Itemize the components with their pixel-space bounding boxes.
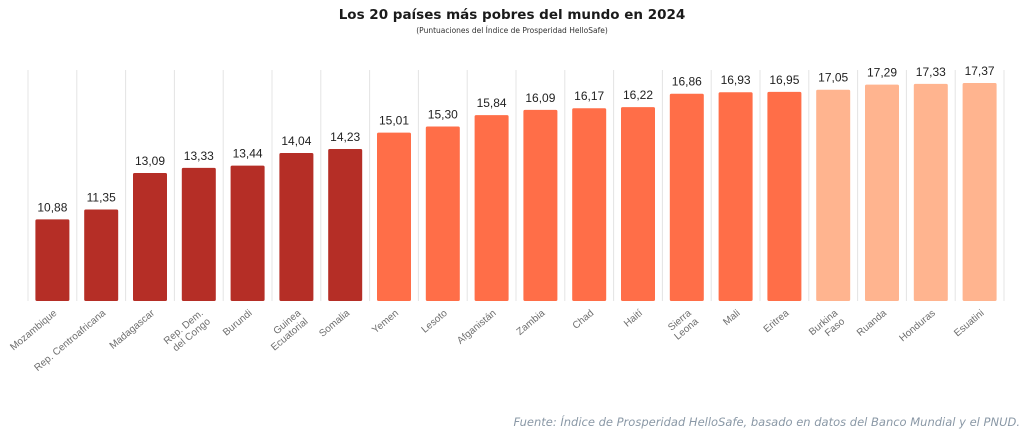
bar [181, 167, 216, 301]
data-label: 15,01 [379, 114, 409, 128]
data-label: 14,23 [330, 130, 360, 144]
category-label: SierraLeona [665, 308, 701, 343]
data-label: 16,86 [672, 75, 702, 89]
category-label: Eritrea [762, 308, 792, 336]
bar [84, 209, 119, 301]
data-label: 10,88 [37, 200, 67, 214]
bar [718, 92, 753, 301]
data-label: 16,22 [623, 88, 653, 102]
bar [816, 89, 851, 301]
data-label: 16,09 [525, 91, 555, 105]
data-label: 14,04 [281, 134, 311, 148]
category-label: Burundi [221, 308, 254, 339]
category-label: Esuatini [952, 308, 986, 339]
data-label: 13,44 [233, 147, 263, 161]
data-label: 17,37 [965, 64, 995, 78]
data-label: 13,09 [135, 154, 165, 168]
data-label: 15,84 [477, 96, 507, 110]
bar [133, 172, 167, 301]
chart-subtitle: (Puntuaciones del Índice de Prosperidad … [416, 26, 608, 35]
chart-title: Los 20 países más pobres del mundo en 20… [338, 7, 686, 23]
category-label: Zambia [515, 308, 548, 338]
bar [913, 83, 948, 302]
data-label: 11,35 [87, 191, 116, 205]
bar [474, 115, 509, 301]
data-label: 17,05 [818, 71, 848, 85]
bar [621, 107, 655, 301]
data-label: 16,17 [574, 89, 604, 103]
data-label: 17,29 [867, 66, 897, 80]
data-label: 17,33 [916, 65, 946, 79]
category-label: Chad [571, 308, 596, 332]
category-label: Honduras [897, 308, 937, 344]
data-label: 15,30 [428, 108, 458, 122]
category-label: Lesoto [420, 308, 450, 336]
bar [767, 91, 802, 301]
category-label: Rep. Dem.del Congo [162, 308, 213, 356]
source-note: Fuente: Índice de Prosperidad HelloSafe,… [513, 415, 1020, 429]
bar [669, 93, 704, 301]
category-label: Haití [622, 308, 645, 330]
category-label: Somalia [317, 308, 352, 340]
bar [35, 219, 70, 301]
bar [279, 153, 314, 301]
category-label: Madagascar [108, 307, 158, 351]
category-label: Ruanda [855, 308, 889, 339]
bar [230, 165, 265, 301]
category-label: Yemen [370, 308, 401, 336]
bar [865, 84, 899, 301]
bar [425, 126, 460, 301]
bar [962, 83, 997, 301]
data-label: 16,93 [721, 73, 751, 87]
data-label: 16,95 [769, 73, 799, 87]
bar [377, 132, 411, 301]
category-label: Mozambique [8, 308, 59, 354]
category-label: Mali [721, 308, 742, 328]
category-label: BurkinaFaso [807, 308, 847, 347]
bar [328, 149, 363, 301]
category-label: GuineaEcuatorial [262, 308, 311, 354]
bar [523, 109, 558, 301]
category-label: Afganistán [455, 308, 498, 347]
data-label: 13,33 [184, 149, 214, 163]
bar [572, 108, 607, 301]
